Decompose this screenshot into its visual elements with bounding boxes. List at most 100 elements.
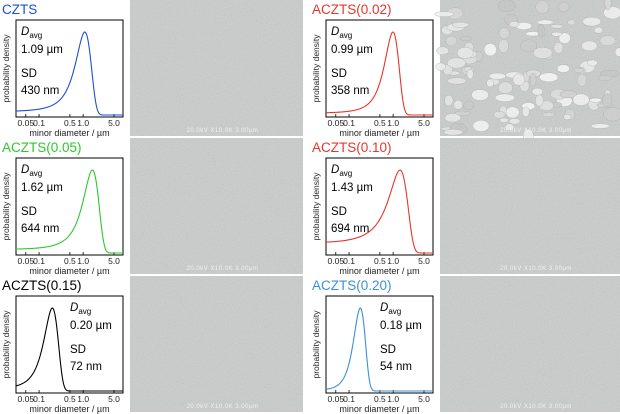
x-axis-label: minor diameter / µm bbox=[339, 128, 419, 138]
sd-label: SD bbox=[380, 344, 396, 356]
sd-value: 54 nm bbox=[380, 361, 412, 373]
sd-value: 644 nm bbox=[21, 223, 59, 235]
panel-title: ACZTS(0.05) bbox=[2, 140, 82, 155]
x-tick-label: 0.1 bbox=[33, 394, 45, 404]
distribution-curve bbox=[325, 169, 433, 254]
x-tick-label: 0.5 bbox=[374, 118, 386, 128]
sem-noise bbox=[440, 138, 620, 274]
sd-label: SD bbox=[70, 344, 86, 356]
avg-label-symbol: D bbox=[70, 302, 78, 314]
x-tick-label: 5.0 bbox=[418, 118, 430, 128]
x-tick-label: 0.05 bbox=[18, 256, 35, 266]
y-axis-label: probability density bbox=[1, 310, 11, 379]
sem-noise bbox=[440, 0, 620, 136]
avg-label: Davg bbox=[380, 302, 401, 316]
sd-value: 430 nm bbox=[21, 85, 59, 97]
sem-noise bbox=[440, 276, 620, 412]
sem-scale-text: 20.0kV X10.0K 3.00µm bbox=[187, 266, 259, 272]
chart-panel: ACZTS(0.02) probability density 0.05 0.1 0.5… bbox=[311, 2, 434, 138]
avg-label: Davg bbox=[331, 164, 352, 178]
sem-scale-text: 20.0kV X10.0K 3.00µm bbox=[187, 128, 259, 134]
avg-label: Davg bbox=[21, 164, 42, 178]
avg-label-subscript: avg bbox=[29, 31, 42, 40]
avg-value: 0.99 µm bbox=[331, 44, 373, 56]
x-tick-label: 0.5 bbox=[64, 256, 76, 266]
x-tick-label: 5.0 bbox=[108, 118, 120, 128]
avg-value: 1.43 µm bbox=[331, 182, 373, 194]
avg-label: Davg bbox=[70, 302, 91, 316]
avg-label-symbol: D bbox=[21, 26, 29, 38]
plot-frame bbox=[325, 157, 434, 256]
sd-label: SD bbox=[21, 68, 37, 80]
avg-label-symbol: D bbox=[380, 302, 388, 314]
x-tick-label: 1.0 bbox=[77, 118, 89, 128]
y-axis-label: probability density bbox=[311, 172, 321, 241]
x-tick-label: 0.5 bbox=[374, 256, 386, 266]
x-axis-label: minor diameter / µm bbox=[339, 266, 419, 276]
x-tick-label: 0.1 bbox=[343, 394, 355, 404]
x-tick-label: 0.5 bbox=[64, 394, 76, 404]
sd-value: 72 nm bbox=[70, 361, 102, 373]
avg-label-subscript: avg bbox=[339, 31, 352, 40]
sem-scale-text: 20.0kV X10.0K 3.00µm bbox=[500, 404, 572, 410]
chart-panel: ACZTS(0.20) probability density 0.05 0.1 0.5… bbox=[311, 278, 434, 414]
avg-label-symbol: D bbox=[21, 164, 29, 176]
x-tick-label: 1.0 bbox=[387, 256, 399, 266]
x-tick-label: 5.0 bbox=[108, 394, 120, 404]
distribution-curve bbox=[15, 307, 123, 392]
distribution-curve bbox=[325, 31, 433, 116]
x-tick-label: 0.1 bbox=[33, 256, 45, 266]
avg-label: Davg bbox=[21, 26, 42, 40]
chart-panel: CZTS probability density 0.05 0.1 0.5 1.0 5.0m… bbox=[1, 2, 124, 138]
sem-scale-text: 20.0kV X10.0K 3.00µm bbox=[187, 404, 259, 410]
avg-label-subscript: avg bbox=[78, 307, 91, 316]
plot-frame bbox=[15, 157, 124, 256]
avg-label-symbol: D bbox=[331, 26, 339, 38]
sd-label: SD bbox=[331, 206, 347, 218]
distribution-curve bbox=[15, 31, 123, 116]
x-tick-label: 1.0 bbox=[77, 394, 89, 404]
sem-noise bbox=[130, 0, 303, 136]
panel-title: CZTS bbox=[2, 2, 37, 17]
avg-value: 1.62 µm bbox=[21, 182, 63, 194]
panel-title: ACZTS(0.02) bbox=[312, 2, 392, 17]
chart-panel: ACZTS(0.05) probability density 0.05 0.1 0.5… bbox=[1, 140, 124, 276]
x-tick-label: 0.5 bbox=[374, 394, 386, 404]
x-axis-label: minor diameter / µm bbox=[29, 128, 109, 138]
panel-title: ACZTS(0.20) bbox=[312, 278, 392, 293]
sem-noise bbox=[130, 138, 303, 274]
sem-noise bbox=[130, 276, 303, 412]
panel-title: ACZTS(0.15) bbox=[2, 278, 82, 293]
x-tick-label: 0.05 bbox=[328, 256, 345, 266]
distribution-curve bbox=[15, 169, 123, 254]
x-tick-label: 0.5 bbox=[64, 118, 76, 128]
avg-value: 0.18 µm bbox=[380, 320, 422, 332]
sd-label: SD bbox=[331, 68, 347, 80]
x-tick-label: 0.1 bbox=[33, 118, 45, 128]
y-axis-label: probability density bbox=[1, 34, 11, 103]
x-axis-label: minor diameter / µm bbox=[339, 404, 419, 414]
plot-frame bbox=[15, 295, 124, 394]
sd-label: SD bbox=[21, 206, 37, 218]
x-axis-label: minor diameter / µm bbox=[29, 404, 109, 414]
x-tick-label: 5.0 bbox=[108, 256, 120, 266]
x-tick-label: 0.1 bbox=[343, 118, 355, 128]
x-tick-label: 0.05 bbox=[18, 394, 35, 404]
sd-value: 358 nm bbox=[331, 85, 369, 97]
y-axis-label: probability density bbox=[1, 172, 11, 241]
x-tick-label: 1.0 bbox=[387, 394, 399, 404]
x-tick-label: 1.0 bbox=[77, 256, 89, 266]
sd-value: 694 nm bbox=[331, 223, 369, 235]
y-axis-label: probability density bbox=[311, 34, 321, 103]
avg-value: 1.09 µm bbox=[21, 44, 63, 56]
plot-frame bbox=[325, 19, 434, 118]
avg-label-subscript: avg bbox=[388, 307, 401, 316]
avg-label-symbol: D bbox=[331, 164, 339, 176]
y-axis-label: probability density bbox=[311, 310, 321, 379]
x-tick-label: 5.0 bbox=[418, 394, 430, 404]
x-tick-label: 5.0 bbox=[418, 256, 430, 266]
avg-value: 0.20 µm bbox=[70, 320, 112, 332]
distribution-curve bbox=[325, 307, 433, 392]
x-tick-label: 1.0 bbox=[387, 118, 399, 128]
